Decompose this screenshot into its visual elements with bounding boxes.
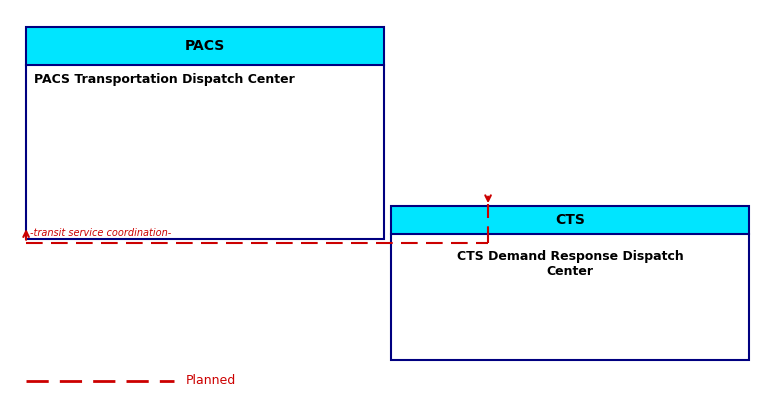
Bar — [26, 65, 384, 239]
Text: Planned: Planned — [186, 374, 236, 387]
Bar — [392, 234, 749, 360]
Bar — [392, 206, 749, 360]
Text: CTS: CTS — [555, 213, 585, 227]
Text: PACS Transportation Dispatch Center: PACS Transportation Dispatch Center — [34, 73, 294, 87]
Text: PACS: PACS — [185, 39, 225, 53]
Bar — [26, 27, 384, 239]
Bar — [392, 206, 749, 234]
Text: -transit service coordination-: -transit service coordination- — [30, 228, 171, 238]
Bar — [26, 27, 384, 65]
Text: CTS Demand Response Dispatch
Center: CTS Demand Response Dispatch Center — [457, 250, 684, 278]
